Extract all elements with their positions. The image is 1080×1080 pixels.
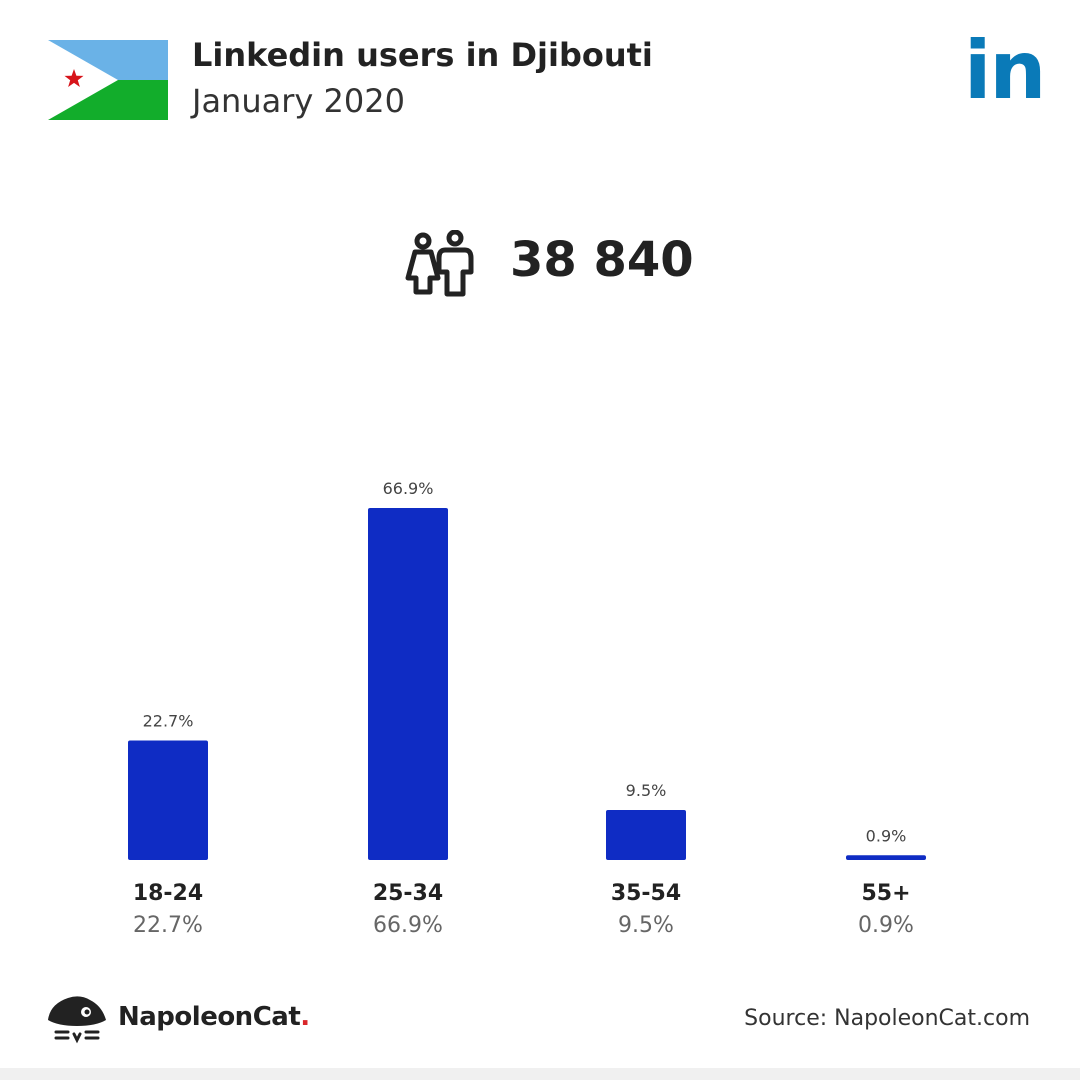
bar-value-label: 9.5% [626,781,667,800]
users-icon [405,230,474,297]
users-count: 38 840 [510,232,694,288]
bar-55+ [846,855,926,860]
category-percent-label: 0.9% [858,913,914,938]
category-percent-label: 66.9% [373,913,443,938]
bar-value-label: 66.9% [383,479,434,498]
footer-brand: NapoleonCat. [118,1002,310,1032]
page-title: Linkedin users in Djibouti [192,36,653,74]
djibouti-flag-icon [48,40,168,120]
footer-brand-dot: . [300,1002,310,1032]
category-label: 25-34 [373,881,443,906]
linkedin-logo-icon: in [964,24,1046,117]
age-bar-chart: 22.7% 18-24 22.7% 66.9% 25-34 66.9% 9.5% 35-54 9… [128,479,926,938]
category-label: 35-54 [611,881,681,906]
bar-value-label: 22.7% [143,712,194,731]
bar-18-24 [128,740,208,860]
bar-35-54 [606,810,686,860]
bottom-strip [0,1068,1080,1080]
category-label: 18-24 [133,881,203,906]
page-subtitle: January 2020 [192,82,405,120]
napoleoncat-logo-icon [48,996,106,1044]
bar-25-34 [368,508,448,860]
bar-value-label: 0.9% [866,826,907,845]
footer-brand-name: NapoleonCat [118,1002,301,1032]
source-label: Source: NapoleonCat.com [744,1006,1030,1031]
category-percent-label: 22.7% [133,913,203,938]
category-percent-label: 9.5% [618,913,674,938]
category-label: 55+ [861,881,910,906]
